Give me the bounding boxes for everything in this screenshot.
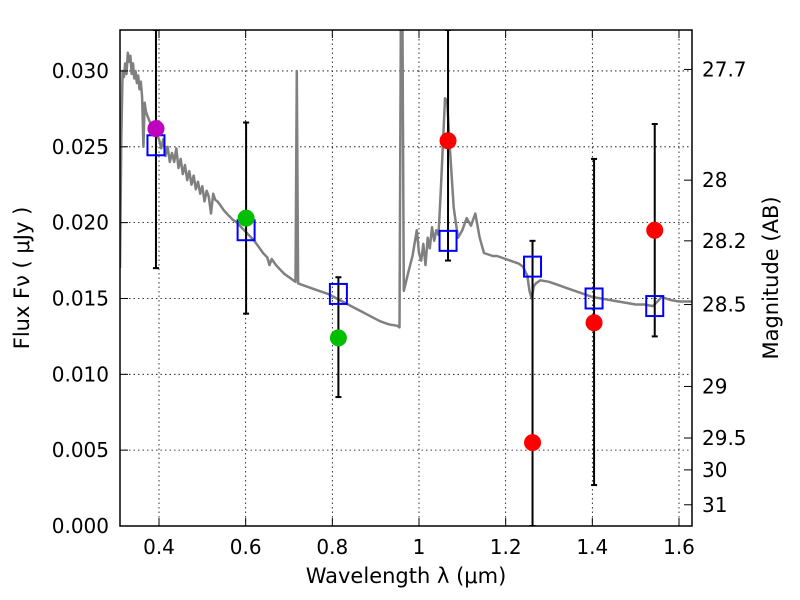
- y2-axis-title: Magnitude (AB): [759, 196, 783, 359]
- observed-flux-point: [147, 120, 165, 138]
- x-tick-label: 0.6: [230, 535, 262, 559]
- y-axis-title: Flux Fν ( μJy ): [10, 207, 34, 350]
- data-series: [120, 30, 692, 526]
- y-tick-label: 0.000: [52, 514, 109, 538]
- observed-flux-point: [646, 221, 664, 239]
- magnitude-tick-label: 27.7: [702, 57, 747, 81]
- x-tick-label: 0.8: [316, 535, 348, 559]
- x-tick-label: 1.2: [490, 535, 522, 559]
- observed-flux-point: [237, 209, 255, 227]
- y-tick-label: 0.005: [52, 438, 109, 462]
- x-tick-label: 1.4: [576, 535, 608, 559]
- x-tick-label: 1.6: [663, 535, 695, 559]
- observed-flux-point: [439, 132, 457, 150]
- axis-ticks: 0.4 0.6 0.8 1 1.2 1.4 1.6 0.000 0.005 0.010 0.015 0…: [52, 30, 747, 559]
- observed-flux-point: [329, 329, 347, 347]
- model-photometry-square: [328, 282, 348, 305]
- plot-frame: [119, 29, 693, 527]
- x-axis-title: Wavelength λ (μm): [306, 564, 507, 588]
- y-tick-label: 0.010: [52, 362, 109, 386]
- model-photometry-square: [584, 287, 604, 310]
- y-tick-label: 0.015: [52, 286, 109, 310]
- model-photometry-square: [438, 229, 458, 252]
- x-tick-label: 0.4: [143, 535, 175, 559]
- magnitude-tick-label: 29: [702, 374, 727, 398]
- y-tick-label: 0.025: [52, 135, 109, 159]
- observed-flux-point: [585, 314, 603, 332]
- magnitude-tick-label: 28.2: [702, 229, 747, 253]
- magnitude-tick-label: 31: [702, 493, 727, 517]
- model-photometry-square: [645, 295, 665, 318]
- y-tick-label: 0.020: [52, 211, 109, 235]
- magnitude-tick-label: 29.5: [702, 426, 747, 450]
- magnitude-tick-label: 28: [702, 168, 727, 192]
- x-tick-label: 1: [413, 535, 426, 559]
- model-photometry-square: [523, 255, 543, 278]
- magnitude-tick-label: 28.5: [702, 293, 747, 317]
- observed-flux-point: [524, 434, 542, 452]
- magnitude-tick-label: 30: [702, 458, 727, 482]
- y-tick-label: 0.030: [52, 59, 109, 83]
